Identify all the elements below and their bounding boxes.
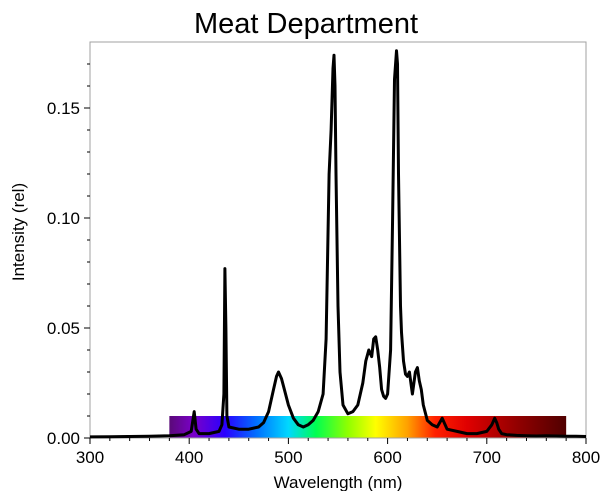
y-tick-label: 0.05	[47, 319, 80, 338]
plot-area: 0.00 0.05 0.10 0.15 300 400 500 600 700 800	[47, 41, 600, 467]
y-tick-label: 0.15	[47, 99, 80, 118]
x-axis-label: Wavelength (nm)	[274, 473, 403, 491]
x-tick-label: 700	[473, 448, 501, 467]
x-tick-label: 500	[274, 448, 302, 467]
x-tick-label: 400	[175, 448, 203, 467]
chart-title: Meat Department	[194, 8, 418, 40]
y-tick-label: 0.00	[47, 429, 80, 448]
x-tick-label: 600	[373, 448, 401, 467]
y-tick-label: 0.10	[47, 209, 80, 228]
x-tick-label: 800	[572, 448, 600, 467]
x-axis: 300 400 500 600 700 800	[76, 438, 600, 467]
y-axis: 0.00 0.05 0.10 0.15	[47, 63, 90, 448]
y-axis-label: Intensity (rel)	[9, 183, 28, 281]
intensity-series-line	[89, 49, 587, 439]
x-tick-label: 300	[76, 448, 104, 467]
